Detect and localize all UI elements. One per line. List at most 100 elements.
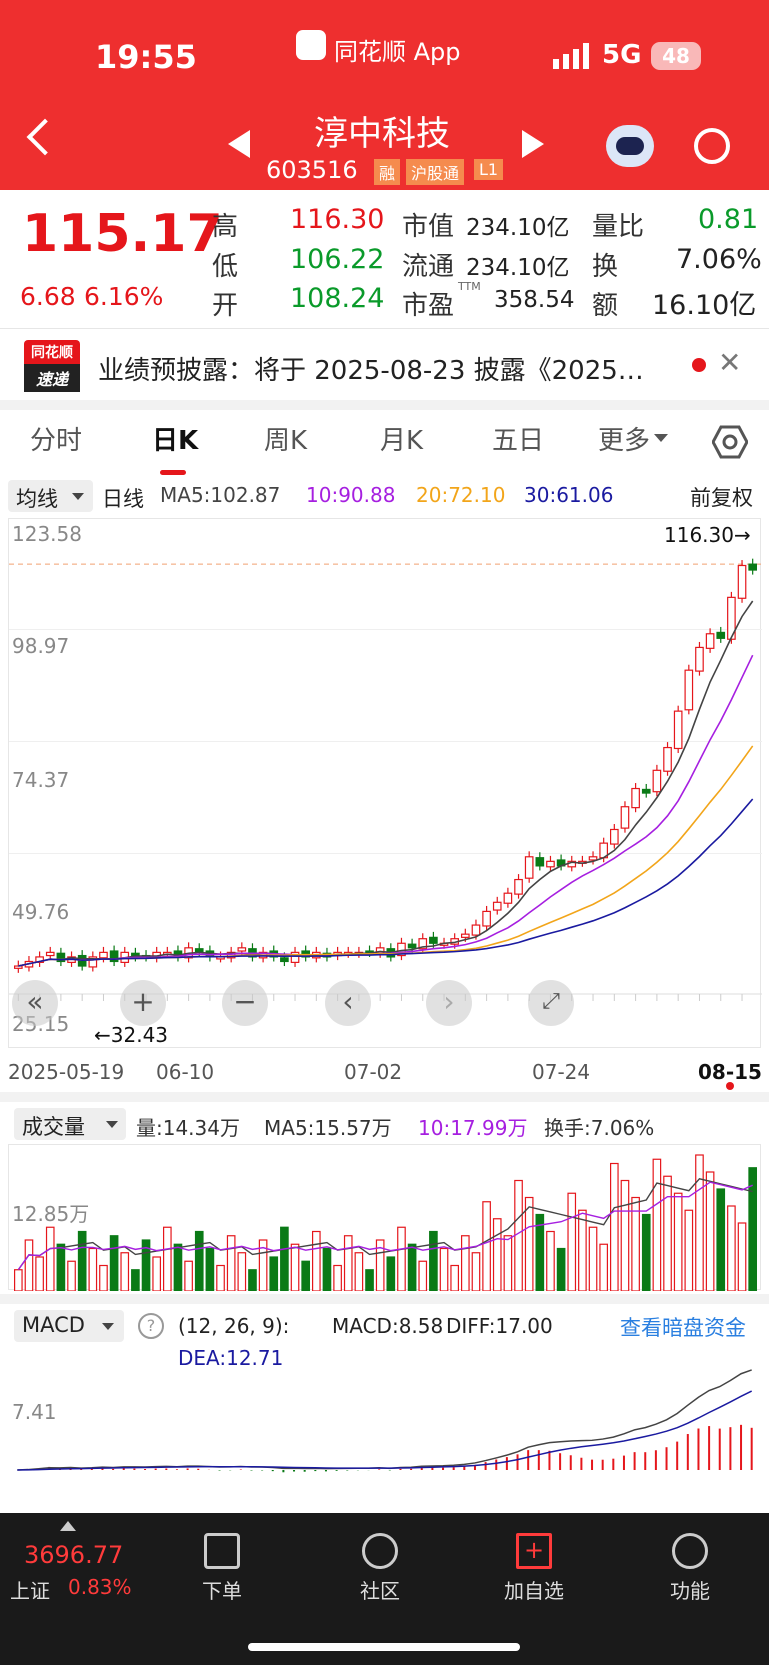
float-label: 流通 bbox=[402, 252, 455, 282]
volume-bar bbox=[524, 1196, 534, 1292]
candle-body bbox=[705, 633, 715, 649]
candle-body bbox=[631, 787, 640, 809]
dark-pool-link[interactable]: 查看暗盘资金 bbox=[620, 1316, 746, 1340]
volume-bar bbox=[194, 1230, 204, 1292]
index-value[interactable]: 3696.77 bbox=[24, 1541, 124, 1569]
volume-bar bbox=[333, 1264, 342, 1292]
volume-bar bbox=[24, 1239, 34, 1292]
nav-functions[interactable]: 功能 bbox=[640, 1533, 740, 1604]
search-icon[interactable] bbox=[694, 128, 730, 164]
amount-label: 额 bbox=[592, 291, 619, 321]
candle-body bbox=[418, 938, 428, 950]
tab-five-day[interactable]: 五日 bbox=[492, 426, 545, 456]
fullscreen-button[interactable]: ⤢ bbox=[528, 980, 574, 1026]
nav-add-watchlist[interactable]: + 加自选 bbox=[484, 1533, 584, 1604]
volume-turnover: 换手:7.06% bbox=[544, 1116, 655, 1140]
stock-name: 淳中科技 bbox=[314, 114, 450, 154]
candle-body bbox=[492, 901, 502, 911]
close-icon[interactable]: ✕ bbox=[718, 346, 742, 379]
app-name: 同花顺 App bbox=[334, 38, 461, 66]
nav-order[interactable]: 下单 bbox=[172, 1533, 272, 1604]
volume-bar bbox=[556, 1247, 566, 1292]
volume-bar bbox=[599, 1243, 609, 1292]
settings-icon[interactable] bbox=[711, 424, 749, 464]
tab-monthly-k[interactable]: 月K bbox=[380, 426, 424, 456]
robot-assistant-icon[interactable] bbox=[606, 125, 654, 167]
high-label: 高 bbox=[212, 212, 239, 242]
tab-daily-k[interactable]: 日K bbox=[152, 426, 199, 456]
tab-more[interactable]: 更多 bbox=[598, 426, 651, 456]
turnover-value: 7.06% bbox=[676, 244, 762, 275]
volume-bar bbox=[301, 1260, 311, 1292]
volume-bar bbox=[237, 1252, 247, 1292]
scroll-left-button[interactable]: ‹ bbox=[325, 980, 371, 1026]
news-text[interactable]: 业绩预披露：将于 2025-08-23 披露《2025… bbox=[98, 356, 644, 386]
high-marker: 116.30→ bbox=[664, 523, 751, 547]
x-tick-1: 2025-05-19 bbox=[8, 1060, 125, 1084]
dea-line bbox=[17, 1390, 753, 1471]
candle-body bbox=[524, 856, 534, 879]
index-name: 上证 bbox=[10, 1579, 50, 1603]
volume-bar bbox=[503, 1235, 513, 1292]
turnover-label: 换 bbox=[592, 252, 619, 282]
volume-bar bbox=[588, 1226, 598, 1292]
prev-stock-icon[interactable] bbox=[228, 130, 250, 158]
rewind-button[interactable]: « bbox=[12, 980, 58, 1026]
zoom-out-button[interactable]: − bbox=[222, 980, 268, 1026]
volume-bar bbox=[673, 1192, 683, 1292]
diff-line bbox=[17, 1369, 752, 1471]
signal-icon bbox=[553, 43, 591, 73]
candle-body bbox=[663, 746, 672, 772]
candle-body bbox=[535, 857, 545, 867]
candle-body bbox=[695, 646, 704, 672]
ma30-line bbox=[18, 798, 754, 967]
candle-body bbox=[13, 965, 23, 969]
volume-bar bbox=[737, 1222, 747, 1292]
volume-bar bbox=[471, 1252, 481, 1292]
volume-ratio-label: 量比 bbox=[592, 212, 645, 242]
add-icon: + bbox=[516, 1533, 552, 1569]
news-banner[interactable]: 同花顺 速递 业绩预披露：将于 2025-08-23 披露《2025… ✕ bbox=[0, 330, 769, 400]
section-gap bbox=[0, 1294, 769, 1304]
expand-icon[interactable] bbox=[60, 1521, 76, 1531]
next-stock-icon[interactable] bbox=[522, 130, 544, 158]
help-icon[interactable]: ? bbox=[138, 1313, 164, 1339]
status-time: 19:55 bbox=[95, 38, 197, 76]
level-badge: L1 bbox=[474, 159, 504, 180]
volume-select[interactable]: 成交量 bbox=[14, 1108, 126, 1140]
adjust-label[interactable]: 前复权 bbox=[690, 486, 753, 510]
volume-bar bbox=[45, 1226, 55, 1292]
macd-select[interactable]: MACD bbox=[14, 1310, 124, 1342]
high-value: 116.30 bbox=[290, 204, 385, 235]
back-icon[interactable] bbox=[26, 118, 64, 156]
volume-bar bbox=[173, 1243, 183, 1292]
candle-body bbox=[673, 710, 683, 750]
unread-dot-icon bbox=[692, 358, 706, 372]
menu-icon bbox=[672, 1533, 708, 1569]
scroll-right-button[interactable]: › bbox=[426, 980, 472, 1026]
ma30-value: 30:61.06 bbox=[524, 483, 614, 507]
candle-body bbox=[460, 933, 470, 938]
tab-weekly-k[interactable]: 周K bbox=[264, 426, 308, 456]
volume-bar bbox=[248, 1269, 257, 1292]
volume-bar bbox=[460, 1235, 470, 1292]
tab-intraday[interactable]: 分时 bbox=[30, 426, 83, 456]
macd-y-tick: 7.41 bbox=[12, 1400, 57, 1424]
candle-body bbox=[588, 856, 598, 861]
kline-chart[interactable] bbox=[8, 518, 762, 1048]
y-tick-1: 123.58 bbox=[12, 522, 82, 546]
volume-bar bbox=[716, 1188, 726, 1292]
candle-body bbox=[716, 631, 726, 639]
nav-community[interactable]: 社区 bbox=[330, 1533, 430, 1604]
macd-chart[interactable] bbox=[8, 1340, 761, 1490]
volume-chart[interactable] bbox=[8, 1144, 761, 1292]
ma-select[interactable]: 均线 bbox=[8, 480, 93, 512]
volume-bar bbox=[609, 1162, 619, 1292]
zoom-in-button[interactable]: + bbox=[120, 980, 166, 1026]
volume-bar bbox=[109, 1235, 119, 1292]
active-tab-indicator bbox=[160, 470, 186, 475]
volume-value: 量:14.34万 bbox=[136, 1116, 240, 1140]
network-label: 5G bbox=[602, 40, 642, 70]
candle-body bbox=[503, 892, 513, 904]
amount-value: 16.10亿 bbox=[652, 290, 757, 321]
